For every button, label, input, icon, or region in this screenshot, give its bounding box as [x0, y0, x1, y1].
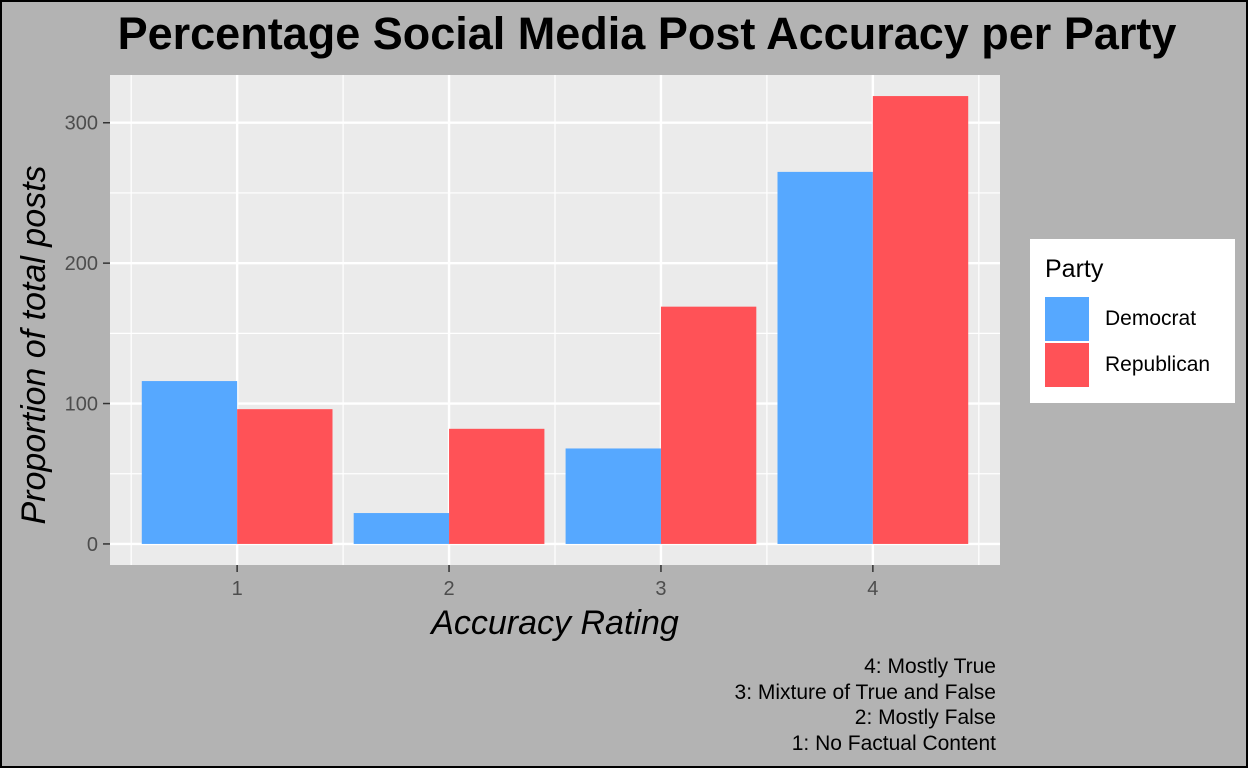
- bar-democrat-2: [353, 513, 450, 544]
- bar-democrat-3: [565, 448, 661, 544]
- caption-line: 4: Mostly True: [864, 655, 996, 678]
- bar-republican-1: [237, 409, 333, 544]
- y-tick-label: 200: [65, 253, 98, 275]
- bar-democrat-1: [141, 381, 238, 544]
- bar-republican-3: [660, 306, 757, 544]
- caption-line: 3: Mixture of True and False: [734, 680, 996, 704]
- chart-title: Percentage Social Media Post Accuracy pe…: [117, 8, 1177, 59]
- legend-label-democrat: Democrat: [1105, 307, 1197, 330]
- x-tick-label: 2: [443, 578, 454, 600]
- caption: 4: Mostly True 3: Mixture of True and Fa…: [735, 654, 996, 756]
- x-tick-label: 1: [232, 578, 243, 600]
- x-tick-label: 3: [655, 578, 666, 600]
- caption-line: 2: Mostly False: [854, 706, 996, 729]
- legend-label-republican: Republican: [1105, 353, 1211, 376]
- legend: Party Democrat Republican: [1030, 239, 1235, 403]
- legend-title: Party: [1045, 255, 1104, 283]
- legend-key-democrat: [1045, 297, 1089, 341]
- legend-item-republican: Republican: [1045, 343, 1235, 387]
- bar-democrat-4: [777, 171, 873, 544]
- x-tick-label: 4: [867, 578, 878, 600]
- y-tick-label: 100: [65, 394, 98, 416]
- legend-item-democrat: Democrat: [1045, 297, 1235, 341]
- y-tick-label: 0: [87, 534, 98, 556]
- y-axis-title: Proportion of total posts: [15, 165, 53, 524]
- x-axis-title: Accuracy Rating: [429, 604, 679, 642]
- bar-republican-2: [449, 428, 545, 544]
- caption-line: 1: No Factual Content: [791, 731, 996, 755]
- y-tick-label: 300: [65, 113, 98, 135]
- legend-key-republican: [1045, 343, 1089, 387]
- bar-republican-4: [872, 96, 969, 544]
